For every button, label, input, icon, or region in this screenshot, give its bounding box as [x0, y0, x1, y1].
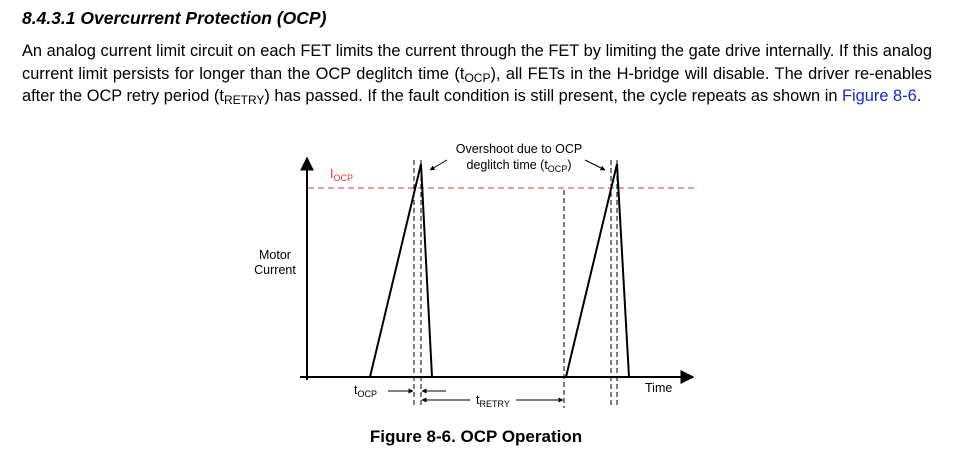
- tretry-label: tRETRY: [476, 393, 510, 409]
- overshoot-pointer-right: [584, 159, 606, 171]
- tretry-label-main: t: [476, 393, 480, 407]
- overshoot-pointer-left: [429, 159, 448, 171]
- y-axis-label-line2: Current: [254, 263, 296, 277]
- overshoot-note-sub: OCP: [548, 164, 568, 174]
- iocp-label-main: I: [330, 167, 333, 181]
- paragraph-text-2: ), all FETs in the H-bridge will disable…: [22, 64, 932, 106]
- x-axis-label: Time: [645, 381, 672, 395]
- iocp-label: IOCP: [330, 167, 353, 183]
- current-pulse-2: [565, 163, 630, 378]
- overshoot-note-suffix: ): [567, 158, 571, 172]
- tocp-subscript: OCP: [464, 70, 491, 85]
- body-paragraph: An analog current limit circuit on each …: [22, 40, 932, 108]
- overshoot-note-line1: Overshoot due to OCP: [456, 142, 582, 156]
- overshoot-note-prefix: deglitch time (t: [467, 158, 549, 172]
- tretry-subscript: RETRY: [223, 93, 265, 107]
- tretry-label-sub: RETRY: [479, 399, 509, 409]
- tocp-label-main: t: [354, 383, 358, 397]
- tocp-label: tOCP: [354, 383, 377, 399]
- iocp-label-sub: OCP: [333, 173, 353, 183]
- section-heading: 8.4.3.1 Overcurrent Protection (OCP): [22, 8, 327, 28]
- tocp-label-sub: OCP: [357, 389, 377, 399]
- paragraph-text-3: ) has passed. If the fault condition is …: [264, 87, 843, 105]
- figure-8-6-link[interactable]: Figure 8-6: [842, 87, 917, 105]
- paragraph-text-4: .: [916, 87, 922, 105]
- y-axis-label-line1: Motor: [259, 248, 291, 262]
- current-pulse-1: [369, 163, 433, 378]
- paragraph-text-1: An analog current limit circuit on each …: [22, 42, 932, 83]
- overshoot-note-line2: deglitch time (tOCP): [467, 158, 572, 174]
- figure-caption: Figure 8-6. OCP Operation: [369, 427, 583, 446]
